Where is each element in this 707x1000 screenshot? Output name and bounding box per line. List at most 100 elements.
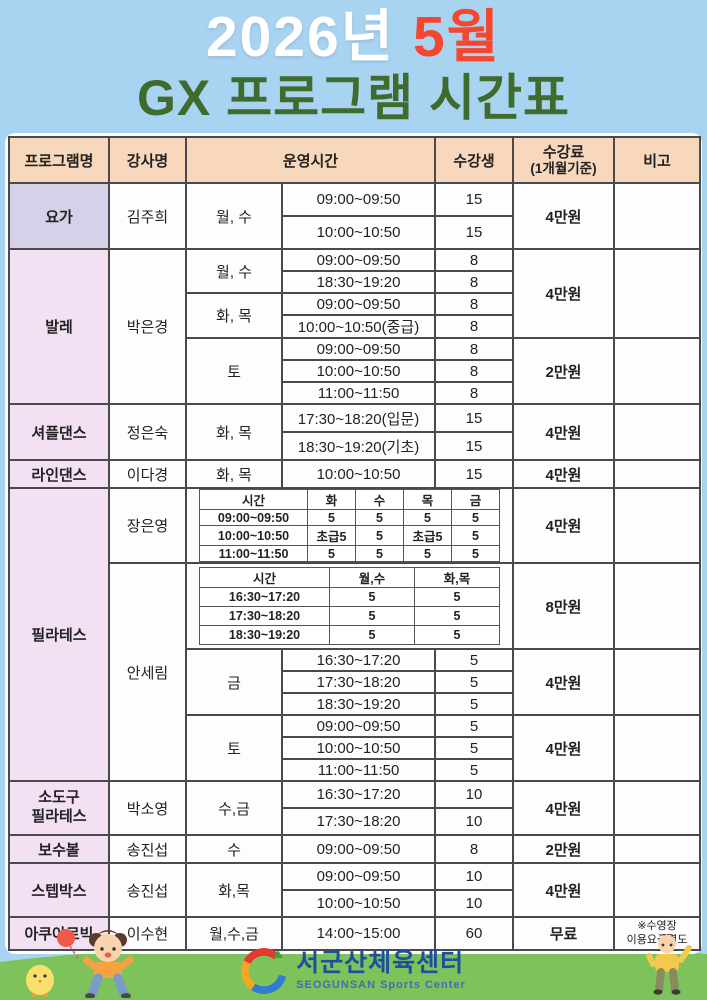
mini-header-day: 화,목 [414, 567, 500, 588]
students-cell: 5 [434, 670, 515, 694]
instructor-cell: 박은경 [108, 248, 187, 405]
title-year-month: 2026년 5월 [0, 6, 707, 69]
note-cell [613, 714, 702, 782]
table-row: 18:30~19:20 5 [9, 692, 700, 716]
students-cell: 15 [434, 215, 515, 250]
mini-count-cell: 5 [414, 625, 500, 645]
note-line1: ※수영장 [637, 919, 677, 932]
pilates-jang-schedule-cell: 시간 화 수 목 금 09:00~09:50 5 5 5 [184, 487, 515, 564]
mini-count-cell: 5 [451, 509, 500, 526]
time-cell: 10:00~10:50 [280, 215, 437, 250]
students-cell: 8 [434, 314, 515, 339]
mini-count-cell: 5 [329, 625, 415, 645]
table-row: 토 09:00~09:50 8 2만원 [9, 337, 702, 405]
table-row: 10:00~10:50 10 [9, 889, 700, 918]
days-cell: 월,수,금 [185, 916, 283, 951]
students-cell: 5 [434, 736, 515, 760]
students-cell: 5 [434, 758, 515, 782]
boy-illustration [646, 934, 692, 995]
time-cell: 18:30~19:20 [280, 692, 437, 716]
students-cell: 10 [434, 780, 515, 809]
program-cell-linedance: 라인댄스 [8, 459, 110, 489]
table-row: 보수볼 송진섭 수 09:00~09:50 8 2만원 [8, 834, 702, 864]
days-cell: 화, 목 [185, 403, 283, 461]
pilates-ahn-mini-table: 시간 월,수 화,목 16:30~17:20 5 5 17:30~18:20 [199, 567, 500, 645]
fee-cell: 4만원 [512, 714, 616, 782]
time-cell: 09:00~09:50 [280, 182, 437, 217]
students-cell: 8 [434, 834, 515, 864]
mini-count-cell: 5 [307, 509, 356, 526]
table-row: 스텝박스 송진섭 화,목 09:00~09:50 10 4만원 [8, 862, 702, 918]
poster-title: 2026년 5월 GX 프로그램 시간표 [0, 6, 707, 126]
instructor-cell: 안세림 [108, 562, 187, 782]
mini-header-row: 시간 월,수 화,목 [199, 567, 500, 588]
program-cell-bosu: 보수볼 [8, 834, 110, 864]
program-cell-shuffle: 셔플댄스 [8, 403, 110, 461]
header-note: 비고 [613, 136, 702, 184]
program-cell-pilates: 필라테스 [8, 487, 110, 782]
time-cell: 09:00~09:50 [280, 248, 437, 272]
time-cell: 10:00~10:50 [280, 889, 437, 918]
table-row: 10:00~10:50 5 [9, 736, 700, 760]
table-row: 셔플댄스 정은숙 화, 목 17:30~18:20(입문) 15 4만원 [8, 403, 702, 461]
instructor-cell: 이다경 [108, 459, 187, 489]
note-cell [613, 862, 702, 918]
time-cell: 10:00~10:50 [280, 459, 437, 489]
students-cell: 15 [434, 431, 515, 461]
mini-time-cell: 09:00~09:50 [199, 509, 308, 526]
mini-count-cell: 5 [355, 545, 404, 561]
mini-row: 16:30~17:20 5 5 [199, 587, 500, 607]
students-cell: 8 [434, 337, 515, 361]
table-row: 토 09:00~09:50 5 4만원 [9, 714, 702, 782]
instructor-cell: 송진섭 [108, 834, 187, 864]
fee-cell: 4만원 [512, 182, 616, 250]
time-cell: 10:00~10:50 [280, 359, 437, 383]
time-cell: 17:30~18:20 [280, 670, 437, 694]
students-cell: 8 [434, 248, 515, 272]
instructor-cell: 송진섭 [108, 862, 187, 918]
mini-header-row: 시간 화 수 목 금 [199, 490, 500, 510]
mini-count-cell: 5 [329, 606, 415, 626]
mini-time-cell: 10:00~10:50 [199, 525, 308, 546]
center-logo: 서군산체육센터 SEOGUNSAN Sports Center [0, 948, 707, 994]
table-row: 안세림 시간 월,수 화,목 16:30~17:20 5 [9, 562, 702, 782]
fee-cell: 4만원 [512, 648, 616, 716]
mini-header-day: 월,수 [329, 567, 415, 588]
logo-text: 서군산체육센터 SEOGUNSAN Sports Center [296, 949, 466, 992]
time-cell: 11:00~11:50 [280, 758, 437, 782]
balloon-icon [57, 929, 75, 947]
mini-count-cell: 5 [355, 525, 404, 546]
mini-row: 17:30~18:20 5 5 [199, 606, 500, 626]
time-cell: 16:30~17:20 [280, 780, 437, 809]
mini-count-cell: 5 [414, 606, 500, 626]
note-cell [613, 648, 702, 716]
header-program: 프로그램명 [8, 136, 110, 184]
mini-header-time: 시간 [199, 567, 330, 588]
table-row: 18:30~19:20 8 [9, 270, 700, 294]
mini-time-cell: 18:30~19:20 [199, 625, 330, 645]
mini-count-cell: 초급5 [403, 525, 452, 546]
table-row: 10:00~10:50(중급) 8 [9, 314, 700, 339]
fee-cell: 4만원 [512, 248, 616, 339]
students-cell: 5 [434, 714, 515, 738]
days-cell: 월, 수 [185, 248, 283, 294]
program-name-line2: 필라테스 [31, 808, 87, 825]
program-cell-yoga: 요가 [8, 182, 110, 250]
table-row: 라인댄스 이다경 화, 목 10:00~10:50 15 4만원 [8, 459, 702, 489]
center-name-korean: 서군산체육센터 [296, 949, 465, 977]
timetable-card: 프로그램명 강사명 운영시간 수강생 수강료 (1개월기준) 비고 요가 김주희 … [5, 133, 702, 954]
students-cell: 5 [434, 648, 515, 672]
days-cell: 금 [185, 648, 283, 716]
mini-row: 18:30~19:20 5 5 [199, 625, 500, 645]
note-cell [613, 248, 702, 339]
days-cell: 토 [185, 714, 283, 782]
note-cell [613, 780, 702, 836]
students-cell: 60 [434, 916, 515, 951]
time-cell: 09:00~09:50 [280, 292, 437, 316]
mini-row: 11:00~11:50 5 5 5 5 [199, 545, 500, 561]
pilates-jang-mini-table: 시간 화 수 목 금 09:00~09:50 5 5 5 [199, 490, 500, 561]
students-cell: 8 [434, 359, 515, 383]
mini-count-cell: 5 [414, 587, 500, 607]
fee-cell: 4만원 [512, 403, 616, 461]
